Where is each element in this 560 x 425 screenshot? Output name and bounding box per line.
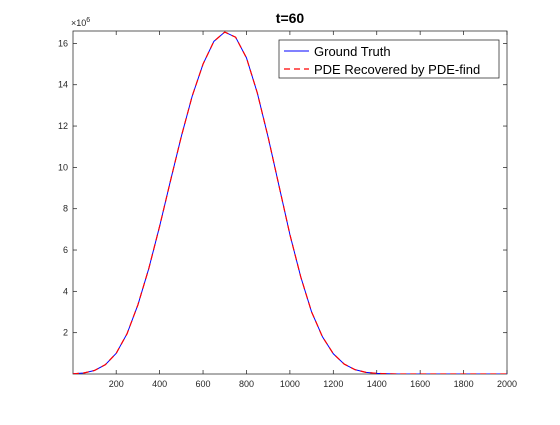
axis-ticks: 200 400 600 800 1000 1200 1400 1600 1800 2000 2 4 6 8… (58, 31, 517, 389)
series-line-pde-recovered (73, 31, 507, 374)
x-tick-label: 1000 (280, 379, 300, 389)
legend: Ground Truth PDE Recovered by PDE-find (278, 39, 500, 79)
x-tick-label: 800 (239, 379, 254, 389)
y-tick-label: 16 (58, 38, 68, 48)
y-tick-label: 10 (58, 162, 68, 172)
y-tick-label: 4 (63, 286, 68, 296)
y-tick-label: 14 (58, 80, 68, 90)
y-exponent-label: ×106 (71, 17, 90, 28)
x-tick-label: 2000 (497, 379, 517, 389)
legend-label-ground-truth: Ground Truth (314, 44, 391, 59)
y-tick-label: 2 (63, 328, 68, 338)
y-exponent-power: 6 (86, 17, 90, 24)
axes-box (72, 30, 508, 375)
x-tick-label: 1400 (367, 379, 387, 389)
y-exponent-base: ×10 (71, 18, 86, 28)
legend-label-pde-recovered: PDE Recovered by PDE-find (314, 62, 480, 77)
series-layer (73, 31, 507, 374)
x-tick-label: 1200 (323, 379, 343, 389)
y-tick-label: 8 (63, 204, 68, 214)
y-tick-label: 6 (63, 245, 68, 255)
x-tick-label: 1600 (410, 379, 430, 389)
x-tick-label: 600 (196, 379, 211, 389)
chart-title: t=60 (276, 10, 305, 26)
y-tick-label: 12 (58, 121, 68, 131)
x-tick-label: 1800 (454, 379, 474, 389)
x-tick-label: 200 (109, 379, 124, 389)
x-tick-label: 400 (152, 379, 167, 389)
legend-box (278, 39, 500, 79)
